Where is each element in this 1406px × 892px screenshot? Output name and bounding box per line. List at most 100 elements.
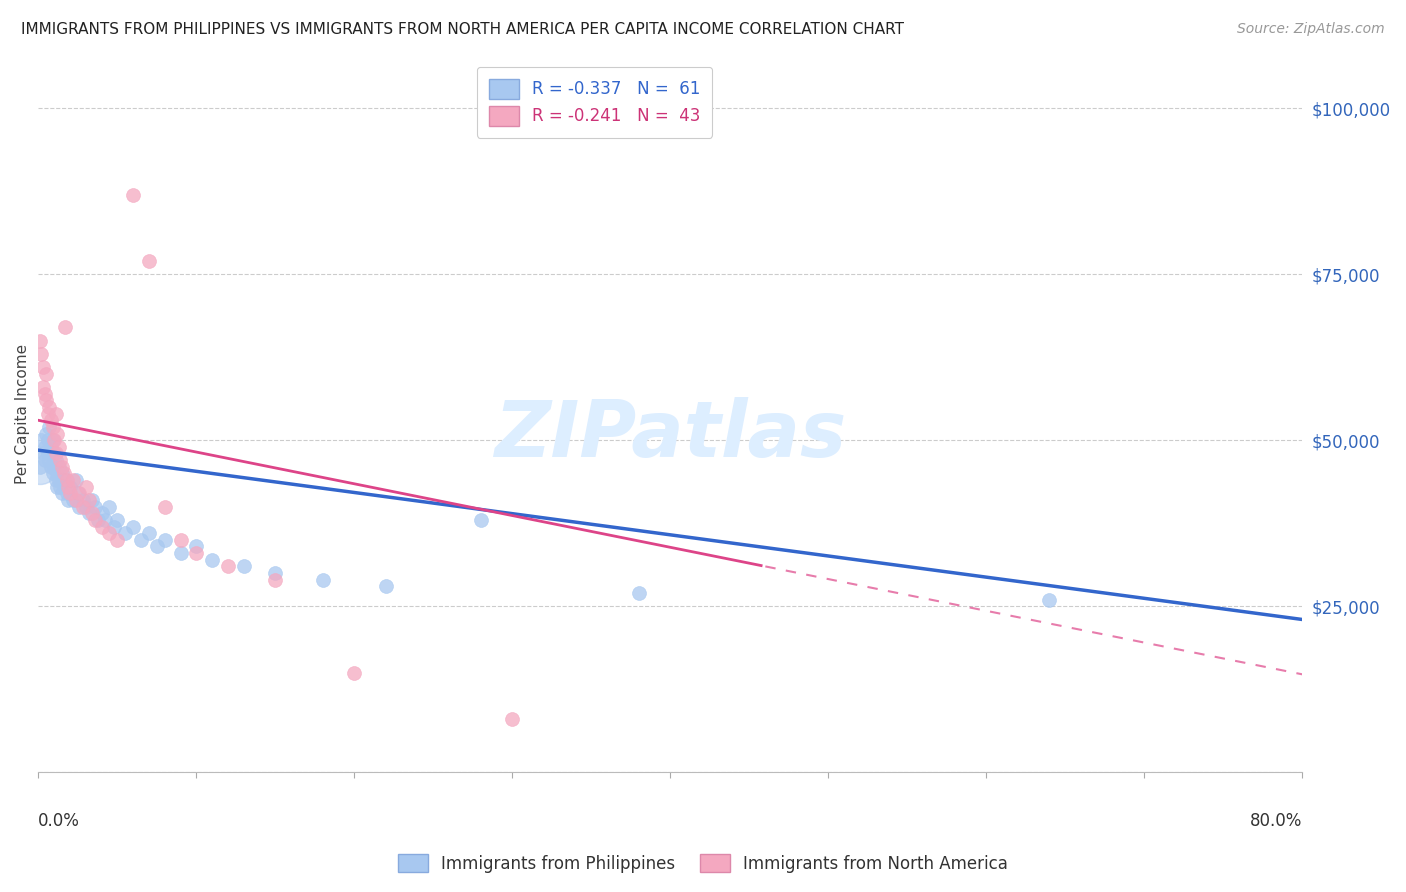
Point (1038, 592, 1060, 607)
Point (35, 367, 58, 381)
Point (37, 446, 59, 460)
Point (46, 467, 69, 481)
Point (501, 712, 523, 726)
Point (48, 473, 70, 487)
Point (31, 347, 53, 361)
Point (232, 559, 254, 574)
Point (312, 573, 335, 587)
Point (52, 467, 75, 481)
Point (65, 473, 87, 487)
Point (49, 453, 72, 467)
Point (138, 526, 160, 541)
Point (45, 453, 67, 467)
Point (122, 187, 145, 202)
Point (90, 519, 112, 533)
Point (80, 506, 103, 520)
Point (67, 500, 90, 514)
Point (169, 546, 191, 560)
Point (49, 480, 72, 494)
Point (32, 446, 55, 460)
Point (627, 586, 650, 600)
Point (105, 533, 128, 547)
Legend: R = -0.337   N =  61, R = -0.241   N =  43: R = -0.337 N = 61, R = -0.241 N = 43 (477, 67, 711, 137)
Point (39, 440, 62, 454)
Point (51, 467, 73, 481)
Point (146, 540, 169, 554)
Point (45, 407, 67, 421)
Point (48, 440, 70, 454)
Point (66, 486, 89, 500)
Point (72, 492, 94, 507)
Point (45, 473, 67, 487)
Point (153, 533, 176, 547)
Point (51, 459, 73, 474)
Text: ZIPatlas: ZIPatlas (494, 397, 846, 473)
Point (201, 552, 224, 566)
Point (98, 526, 121, 541)
Point (470, 513, 492, 527)
Legend: Immigrants from Philippines, Immigrants from North America: Immigrants from Philippines, Immigrants … (391, 847, 1015, 880)
Point (44, 446, 66, 460)
Text: IMMIGRANTS FROM PHILIPPINES VS IMMIGRANTS FROM NORTH AMERICA PER CAPITA INCOME C: IMMIGRANTS FROM PHILIPPINES VS IMMIGRANT… (21, 22, 904, 37)
Point (48, 459, 70, 474)
Point (44, 459, 66, 474)
Point (28, 459, 51, 474)
Point (75, 500, 97, 514)
Point (53, 320, 76, 334)
Point (186, 540, 208, 554)
Point (169, 533, 191, 547)
Point (28, 334, 51, 348)
Point (46, 426, 69, 441)
Point (72, 500, 94, 514)
Point (59, 486, 82, 500)
Point (34, 453, 56, 467)
Y-axis label: Per Capita Income: Per Capita Income (15, 343, 30, 483)
Point (41, 420, 63, 434)
Point (34, 386, 56, 401)
Point (84, 500, 107, 514)
Point (44, 434, 66, 448)
Point (77, 506, 100, 520)
Point (80, 492, 103, 507)
Point (343, 665, 366, 680)
Point (103, 519, 125, 533)
Point (37, 407, 59, 421)
Point (65, 492, 87, 507)
Point (41, 434, 63, 448)
Point (35, 393, 58, 408)
Point (52, 473, 75, 487)
Point (186, 546, 208, 560)
Text: 80.0%: 80.0% (1250, 812, 1302, 830)
Point (41, 467, 63, 481)
Point (55, 486, 77, 500)
Point (38, 420, 60, 434)
Point (129, 533, 152, 547)
Point (45, 446, 67, 460)
Point (75, 480, 97, 494)
Point (46, 480, 69, 494)
Point (264, 573, 287, 587)
Point (28, 459, 51, 474)
Point (98, 500, 121, 514)
Point (138, 254, 160, 268)
Point (114, 526, 136, 541)
Point (31, 434, 53, 448)
Point (38, 453, 60, 467)
Point (264, 566, 287, 580)
Text: 0.0%: 0.0% (38, 812, 80, 830)
Point (32, 360, 55, 375)
Point (84, 513, 107, 527)
Point (93, 513, 115, 527)
Point (55, 473, 77, 487)
Point (59, 480, 82, 494)
Point (77, 492, 100, 507)
Point (87, 513, 110, 527)
Point (105, 513, 128, 527)
Point (62, 492, 84, 507)
Point (38, 400, 60, 414)
Point (34, 440, 56, 454)
Point (122, 519, 145, 533)
Text: Source: ZipAtlas.com: Source: ZipAtlas.com (1237, 22, 1385, 37)
Point (67, 486, 90, 500)
Point (39, 459, 62, 474)
